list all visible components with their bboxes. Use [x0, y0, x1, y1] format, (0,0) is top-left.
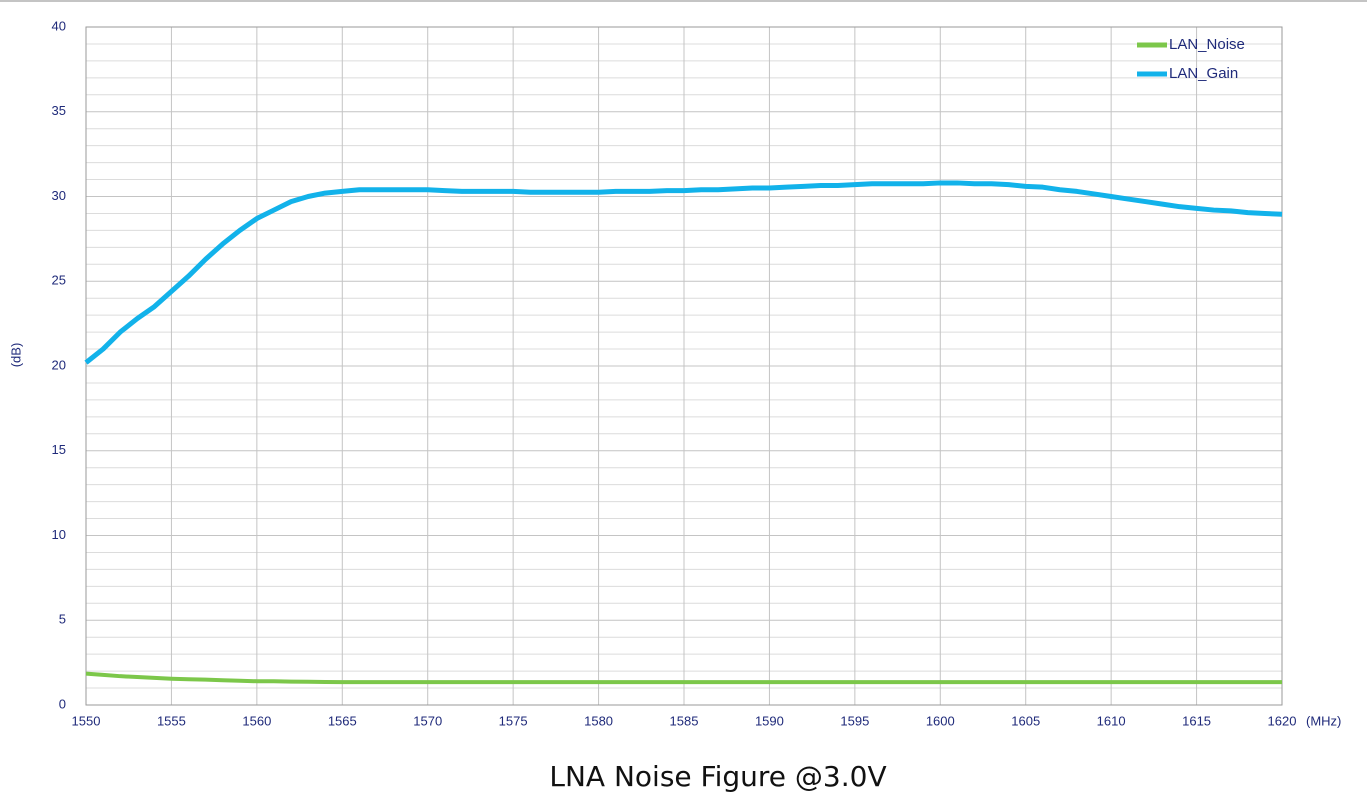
x-tick-label: 1595	[840, 713, 869, 728]
x-tick-label: 1550	[72, 713, 101, 728]
y-tick-label: 20	[52, 357, 66, 372]
legend-label: LAN_Gain	[1169, 65, 1238, 82]
x-axis-label: (MHz)	[1306, 713, 1341, 728]
y-tick-label: 25	[52, 273, 66, 288]
x-tick-label: 1580	[584, 713, 613, 728]
x-tick-label: 1605	[1011, 713, 1040, 728]
line-series	[85, 671, 1282, 685]
x-tick-label: 1620	[1268, 713, 1297, 728]
y-tick-label: 30	[52, 188, 66, 203]
y-tick-label: 10	[52, 527, 66, 542]
x-tick-label: 1575	[499, 713, 528, 728]
y-tick-label: 0	[59, 696, 66, 711]
x-tick-label: 1610	[1097, 713, 1126, 728]
y-tick-label: 15	[52, 442, 66, 457]
y-tick-label: 40	[52, 18, 66, 33]
y-axis-label: (dB)	[8, 343, 23, 368]
x-tick-label: 1570	[413, 713, 442, 728]
plot-frame	[85, 26, 1283, 706]
caption: LNA Noise Figure @3.0V	[549, 760, 886, 793]
y-tick-label: 35	[52, 103, 66, 118]
x-tick-label: 1600	[926, 713, 955, 728]
x-tick-label: 1615	[1182, 713, 1211, 728]
legend-label: LAN_Noise	[1169, 36, 1245, 53]
x-tick-label: 1560	[242, 713, 271, 728]
x-tick-label: 1590	[755, 713, 784, 728]
x-tick-label: 1565	[328, 713, 357, 728]
line-series	[84, 180, 1283, 365]
y-tick-label: 5	[59, 612, 66, 627]
x-tick-label: 1555	[157, 713, 186, 728]
x-tick-label: 1585	[670, 713, 699, 728]
